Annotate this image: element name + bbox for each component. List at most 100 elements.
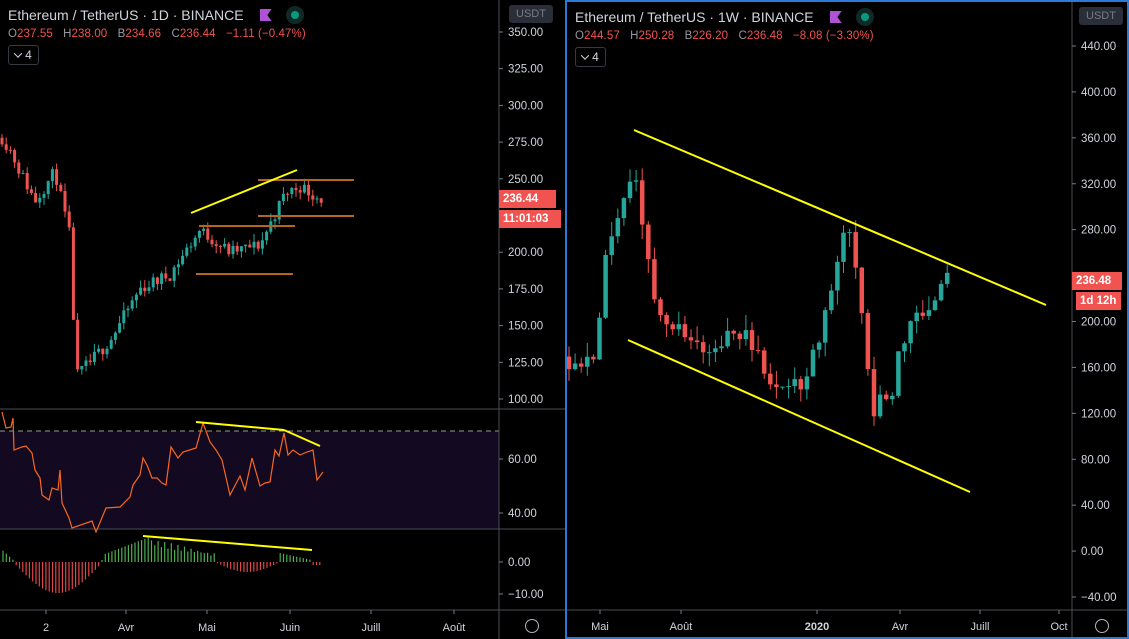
candle-body xyxy=(816,342,822,350)
price-axis-label: 250.00 xyxy=(508,174,543,186)
candle-body xyxy=(29,189,33,194)
rsi-divergence-line xyxy=(283,429,321,447)
candle-body xyxy=(113,332,117,340)
weekly-chart-pane[interactable]: 440.00 400.00 360.00 320.00 280.00 200.00 160.… xyxy=(565,0,1129,639)
candle-body xyxy=(4,144,8,150)
market-status-icon[interactable] xyxy=(855,8,874,26)
candle-body xyxy=(277,201,281,220)
candle-body xyxy=(829,290,834,311)
ohlc-values: O237.55 H238.00 B234.66 C236.44 −1.11 (−… xyxy=(8,28,306,40)
candle-body xyxy=(67,211,71,228)
candle-body xyxy=(567,356,572,370)
price-axis-label: 320.00 xyxy=(1081,179,1116,191)
candle-body xyxy=(664,315,669,325)
price-axis-label: 175.00 xyxy=(508,284,543,296)
candle-body xyxy=(694,340,700,343)
candle-body xyxy=(572,363,578,370)
price-axis-label: 100.00 xyxy=(508,394,543,406)
candle-body xyxy=(151,277,155,288)
candle-body xyxy=(42,194,46,198)
bar-countdown-label: 11:01:03 xyxy=(499,210,561,228)
candle-body xyxy=(244,244,248,247)
time-axis-label: Mai xyxy=(198,622,216,634)
candle-body xyxy=(908,321,913,344)
candle-body xyxy=(890,395,895,400)
chevron-down-icon xyxy=(580,51,590,60)
price-axis-label: 350.00 xyxy=(508,27,543,39)
candle-body xyxy=(118,323,122,333)
candle-body xyxy=(235,245,239,252)
candle-body xyxy=(281,193,285,202)
indicators-toggle-button[interactable]: 4 xyxy=(575,47,606,67)
rsi-axis-label: 40.00 xyxy=(508,508,537,520)
candle-body xyxy=(252,241,256,248)
candle-body xyxy=(822,310,828,343)
candle-body xyxy=(877,394,883,417)
candle-body xyxy=(798,379,804,390)
weekly-chart-canvas[interactable]: 440.00400.00360.00320.00280.00200.00160.… xyxy=(567,2,1127,637)
candle-body xyxy=(17,162,21,174)
candle-body xyxy=(256,241,260,249)
candle-body xyxy=(46,181,50,195)
settings-gear-icon[interactable] xyxy=(525,619,539,633)
candle-body xyxy=(63,191,67,212)
time-axis-label: Août xyxy=(443,622,466,634)
candle-body xyxy=(578,363,584,367)
daily-chart-canvas[interactable]: 350.00 325.00 300.00 275.00 250.00 200.00 175.… xyxy=(0,0,565,639)
candle-body xyxy=(768,373,773,385)
currency-badge[interactable]: USDT xyxy=(509,5,553,23)
candle-body xyxy=(13,150,17,163)
candle-body xyxy=(731,330,736,334)
candle-body xyxy=(214,244,218,247)
macd-axis-label: 0.00 xyxy=(508,557,530,569)
candle-body xyxy=(615,218,621,237)
price-axis-label: 200.00 xyxy=(508,247,543,259)
daily-legend: Ethereum / TetherUS · 1D · BINANCE O237.… xyxy=(8,6,306,65)
daily-chart-pane[interactable]: 350.00 325.00 300.00 275.00 250.00 200.00 175.… xyxy=(0,0,565,639)
candle-body xyxy=(122,310,126,324)
candle-body xyxy=(80,365,84,370)
candle-body xyxy=(707,352,712,354)
settings-gear-icon[interactable] xyxy=(1095,619,1109,633)
channel-lower-line xyxy=(627,339,971,493)
indicators-toggle-button[interactable]: 4 xyxy=(8,45,39,65)
candle-body xyxy=(627,181,633,199)
candle-body xyxy=(206,228,210,240)
candle-body xyxy=(938,283,944,301)
candle-body xyxy=(193,237,197,247)
candle-body xyxy=(914,312,919,322)
candle-body xyxy=(76,319,80,370)
candle-body xyxy=(71,227,75,320)
candle-body xyxy=(835,261,840,291)
candle-body xyxy=(603,254,608,318)
candle-body xyxy=(134,294,138,301)
market-status-icon[interactable] xyxy=(285,6,304,24)
candle-body xyxy=(84,360,88,366)
bar-countdown-label: 1d 12h xyxy=(1076,292,1121,310)
candle-body xyxy=(50,169,54,182)
symbol-title[interactable]: Ethereum / TetherUS · 1D · BINANCE xyxy=(8,7,244,23)
candle-body xyxy=(168,278,172,281)
candle-body xyxy=(585,356,590,367)
symbol-title[interactable]: Ethereum / TetherUS · 1W · BINANCE xyxy=(575,9,814,25)
flag-icon[interactable] xyxy=(259,9,272,21)
time-axis-label: Juin xyxy=(280,622,300,634)
candle-body xyxy=(185,247,189,256)
chevron-down-icon xyxy=(13,49,23,58)
candle-body xyxy=(164,273,168,279)
candle-body xyxy=(774,384,779,388)
candle-body xyxy=(658,299,663,316)
candle-body xyxy=(725,330,730,347)
candle-body xyxy=(591,356,596,360)
candle-body xyxy=(92,351,96,362)
candle-body xyxy=(670,324,675,330)
candle-body xyxy=(847,232,852,234)
price-axis-label: 0.00 xyxy=(1081,546,1103,558)
candle-body xyxy=(792,379,797,387)
price-axis-label: 440.00 xyxy=(1081,41,1116,53)
last-price-label: 236.48 xyxy=(1072,272,1122,290)
candle-body xyxy=(172,267,176,281)
candle-body xyxy=(871,369,877,417)
flag-icon[interactable] xyxy=(829,11,842,23)
currency-badge[interactable]: USDT xyxy=(1079,7,1123,25)
